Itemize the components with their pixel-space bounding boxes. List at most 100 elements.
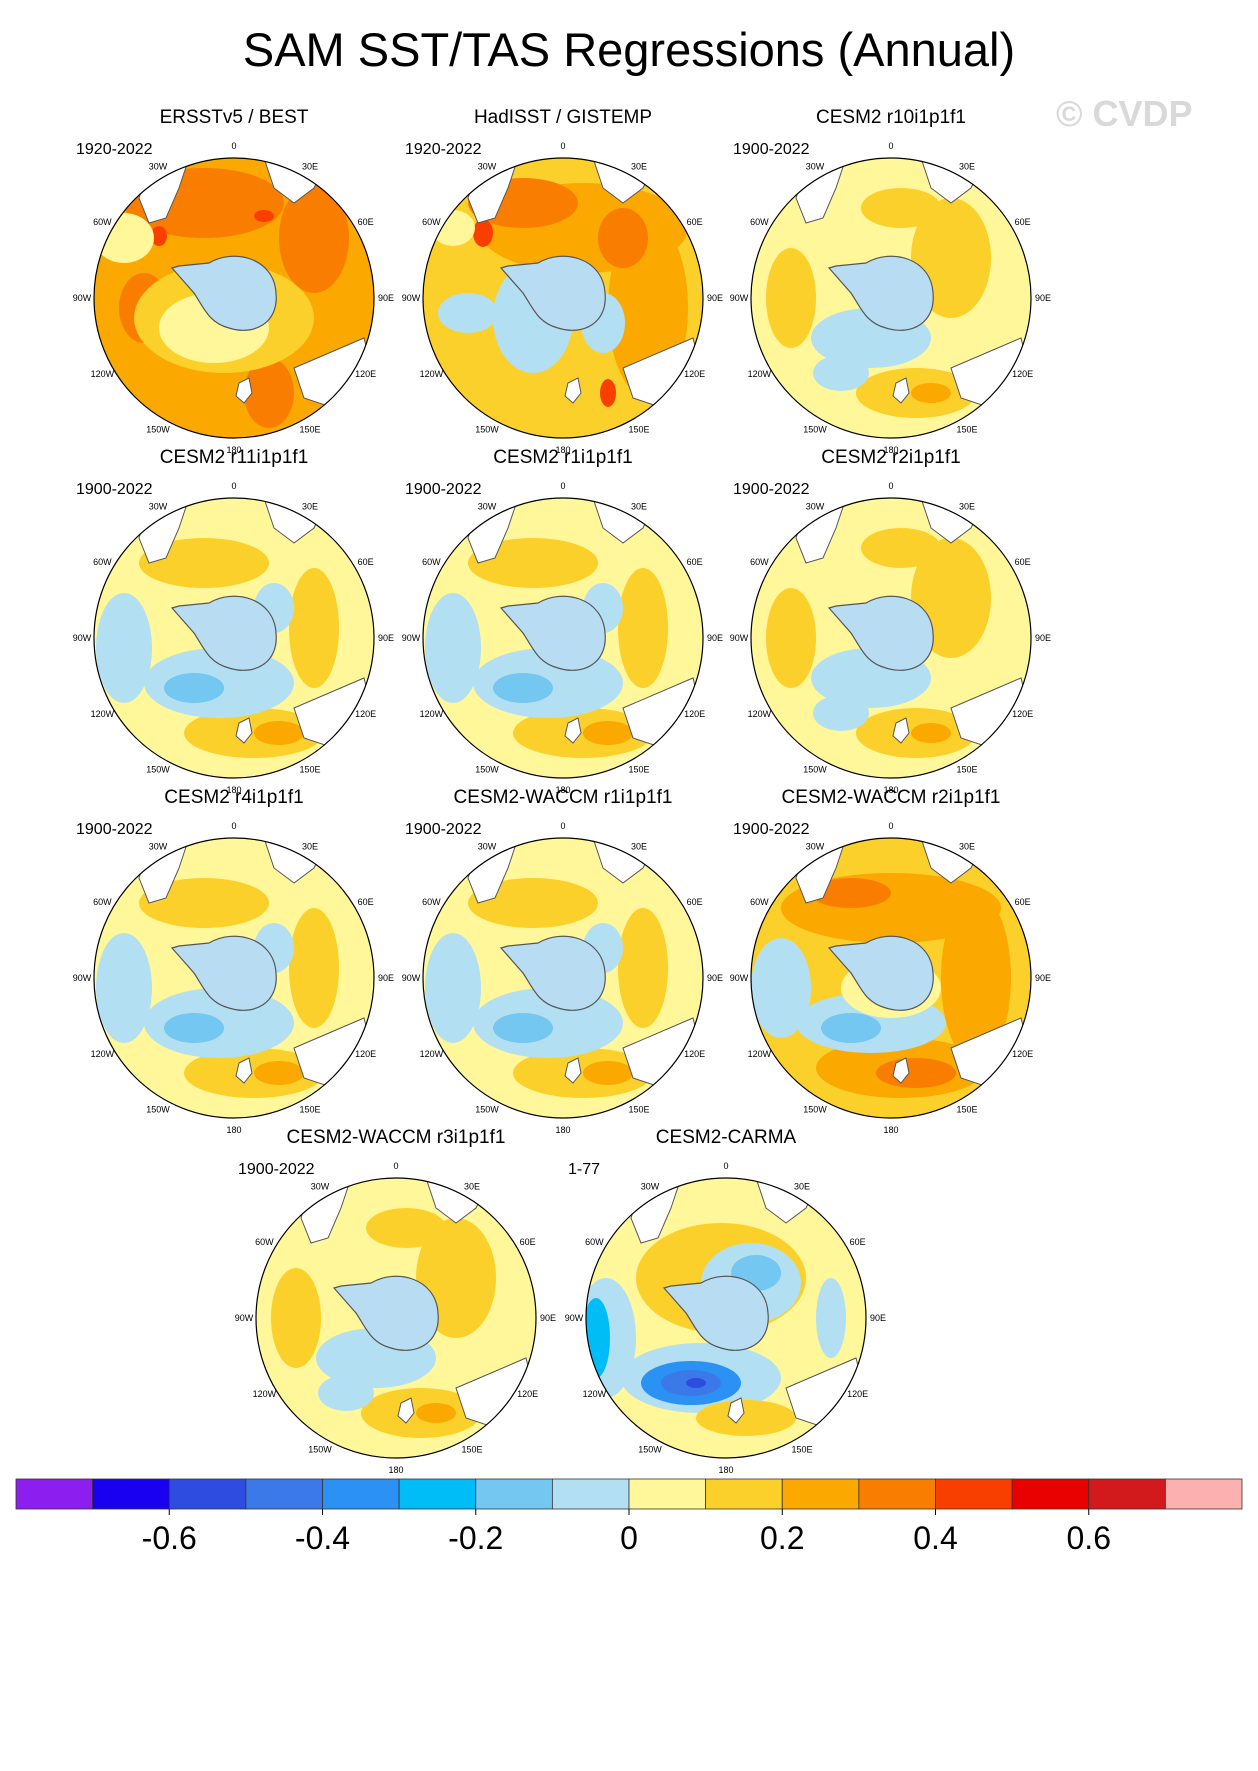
panel-years: 1900-2022: [733, 821, 810, 838]
new-zealand-land: [564, 1057, 582, 1084]
map-boundary: [422, 157, 704, 439]
antarctica-land: [827, 595, 934, 671]
contour-region: [911, 383, 951, 403]
panel-title: CESM2-WACCM r3i1p1f1: [286, 1127, 506, 1148]
longitude-label: 150E: [299, 765, 320, 775]
longitude-label: 30W: [806, 841, 825, 851]
panel-title: ERSSTv5 / BEST: [159, 107, 309, 128]
longitude-label: 60W: [255, 1237, 274, 1247]
longitude-label: 150E: [628, 425, 649, 435]
longitude-label: 30E: [959, 161, 975, 171]
longitude-label: 30W: [149, 161, 168, 171]
map-boundary: [93, 497, 375, 779]
panel-title: CESM2 r10i1p1f1: [816, 107, 966, 128]
colorbar-swatch: [398, 1478, 477, 1510]
longitude-label: 30E: [631, 841, 647, 851]
polar-map: 0 30E 60E 90E 120E 150E 180 150W 120W 90W 60W 30W: [402, 141, 723, 455]
longitude-label: 120E: [684, 709, 705, 719]
longitude-label: 60E: [687, 897, 703, 907]
colorbar-swatch: [628, 1478, 707, 1510]
colorbar-tick-label: -0.4: [295, 1520, 350, 1556]
longitude-label: 120E: [517, 1389, 538, 1399]
colorbar-swatch: [705, 1478, 783, 1510]
longitude-label: 90W: [402, 633, 421, 643]
panel-years: 1900-2022: [76, 481, 153, 498]
longitude-label: 30W: [478, 841, 497, 851]
contour-region: [766, 248, 816, 348]
contour-region: [821, 1013, 881, 1043]
polar-map: 0 30E 60E 90E 120E 150E 180 150W 120W 90W 60W 30W: [73, 821, 394, 1135]
colorbar-tick-label: 0.6: [1067, 1520, 1111, 1556]
map-boundary: [93, 837, 375, 1119]
longitude-label: 90W: [402, 293, 421, 303]
longitude-label: 90E: [707, 973, 723, 983]
longitude-label: 90E: [378, 293, 394, 303]
longitude-label: 120E: [355, 1049, 376, 1059]
map-panel: CESM2 r11i1p1f1 1900-2022 0 30E 60E 90E 120E 15…: [69, 446, 399, 826]
panel-years: 1900-2022: [238, 1161, 315, 1178]
longitude-label: 150W: [308, 1445, 332, 1455]
longitude-label: 60E: [1015, 557, 1031, 567]
colorbar-tick-label: 0: [620, 1520, 638, 1556]
contour-region: [493, 673, 553, 703]
longitude-label: 120E: [355, 369, 376, 379]
map-boundary: [750, 837, 1032, 1119]
longitude-label: 60W: [585, 1237, 604, 1247]
panel-years: 1-77: [568, 1161, 601, 1178]
longitude-label: 30E: [794, 1181, 810, 1191]
panel-years: 1900-2022: [405, 821, 482, 838]
longitude-label: 120E: [355, 709, 376, 719]
new-zealand-land: [397, 1397, 415, 1424]
map-panel: CESM2 r1i1p1f1 1900-2022 0 30E 60E 90E 120E 150…: [398, 446, 728, 826]
colorbar-swatch: [168, 1478, 247, 1510]
longitude-label: 180: [226, 785, 241, 795]
longitude-label: 60E: [358, 897, 374, 907]
colorbar-tick-label: -0.6: [142, 1520, 197, 1556]
longitude-label: 150W: [475, 765, 499, 775]
panel-title: CESM2 r4i1p1f1: [164, 787, 304, 808]
map-boundary: [422, 497, 704, 779]
panel-title: CESM2-WACCM r1i1p1f1: [453, 787, 673, 808]
longitude-label: 180: [388, 1465, 403, 1475]
longitude-label: 0: [888, 821, 893, 831]
panel-years: 1920-2022: [405, 141, 482, 158]
longitude-label: 90E: [540, 1313, 556, 1323]
longitude-label: 0: [560, 481, 565, 491]
antarctica-land: [499, 255, 606, 331]
panel-title: CESM2-CARMA: [655, 1127, 797, 1148]
longitude-label: 60E: [520, 1237, 536, 1247]
contour-region: [941, 893, 1011, 1063]
longitude-label: 180: [226, 1125, 241, 1135]
antarctica-land: [170, 935, 277, 1011]
longitude-label: 90W: [730, 293, 749, 303]
new-zealand-land: [235, 1057, 253, 1084]
contour-region: [438, 293, 498, 333]
contour-region: [254, 1061, 304, 1085]
longitude-label: 30W: [641, 1181, 660, 1191]
new-zealand-land: [235, 377, 253, 404]
longitude-label: 90E: [1035, 293, 1051, 303]
antarctica-land: [170, 595, 277, 671]
contour-region: [366, 1208, 446, 1248]
panel-title: CESM2-WACCM r2i1p1f1: [781, 787, 1001, 808]
contour-region: [468, 538, 598, 588]
longitude-label: 60W: [93, 217, 112, 227]
longitude-label: 30E: [464, 1181, 480, 1191]
contour-region: [139, 538, 269, 588]
antarctica-land: [499, 935, 606, 1011]
longitude-label: 120W: [253, 1389, 277, 1399]
longitude-label: 60E: [358, 557, 374, 567]
contour-region: [271, 1268, 321, 1368]
longitude-label: 180: [226, 445, 241, 455]
new-zealand-land: [564, 377, 582, 404]
polar-map: 0 30E 60E 90E 120E 150E 180 150W 120W 90W 60W 30W: [730, 821, 1051, 1135]
colorbar-swatch: [1011, 1478, 1090, 1510]
longitude-label: 60E: [1015, 897, 1031, 907]
longitude-label: 120W: [420, 1049, 444, 1059]
polar-map: 0 30E 60E 90E 120E 150E 180 150W 120W 90W 60W 30W: [402, 481, 723, 795]
colorbar-swatch: [551, 1478, 630, 1510]
longitude-label: 30W: [478, 501, 497, 511]
contour-region: [598, 208, 648, 268]
longitude-label: 90W: [73, 293, 92, 303]
